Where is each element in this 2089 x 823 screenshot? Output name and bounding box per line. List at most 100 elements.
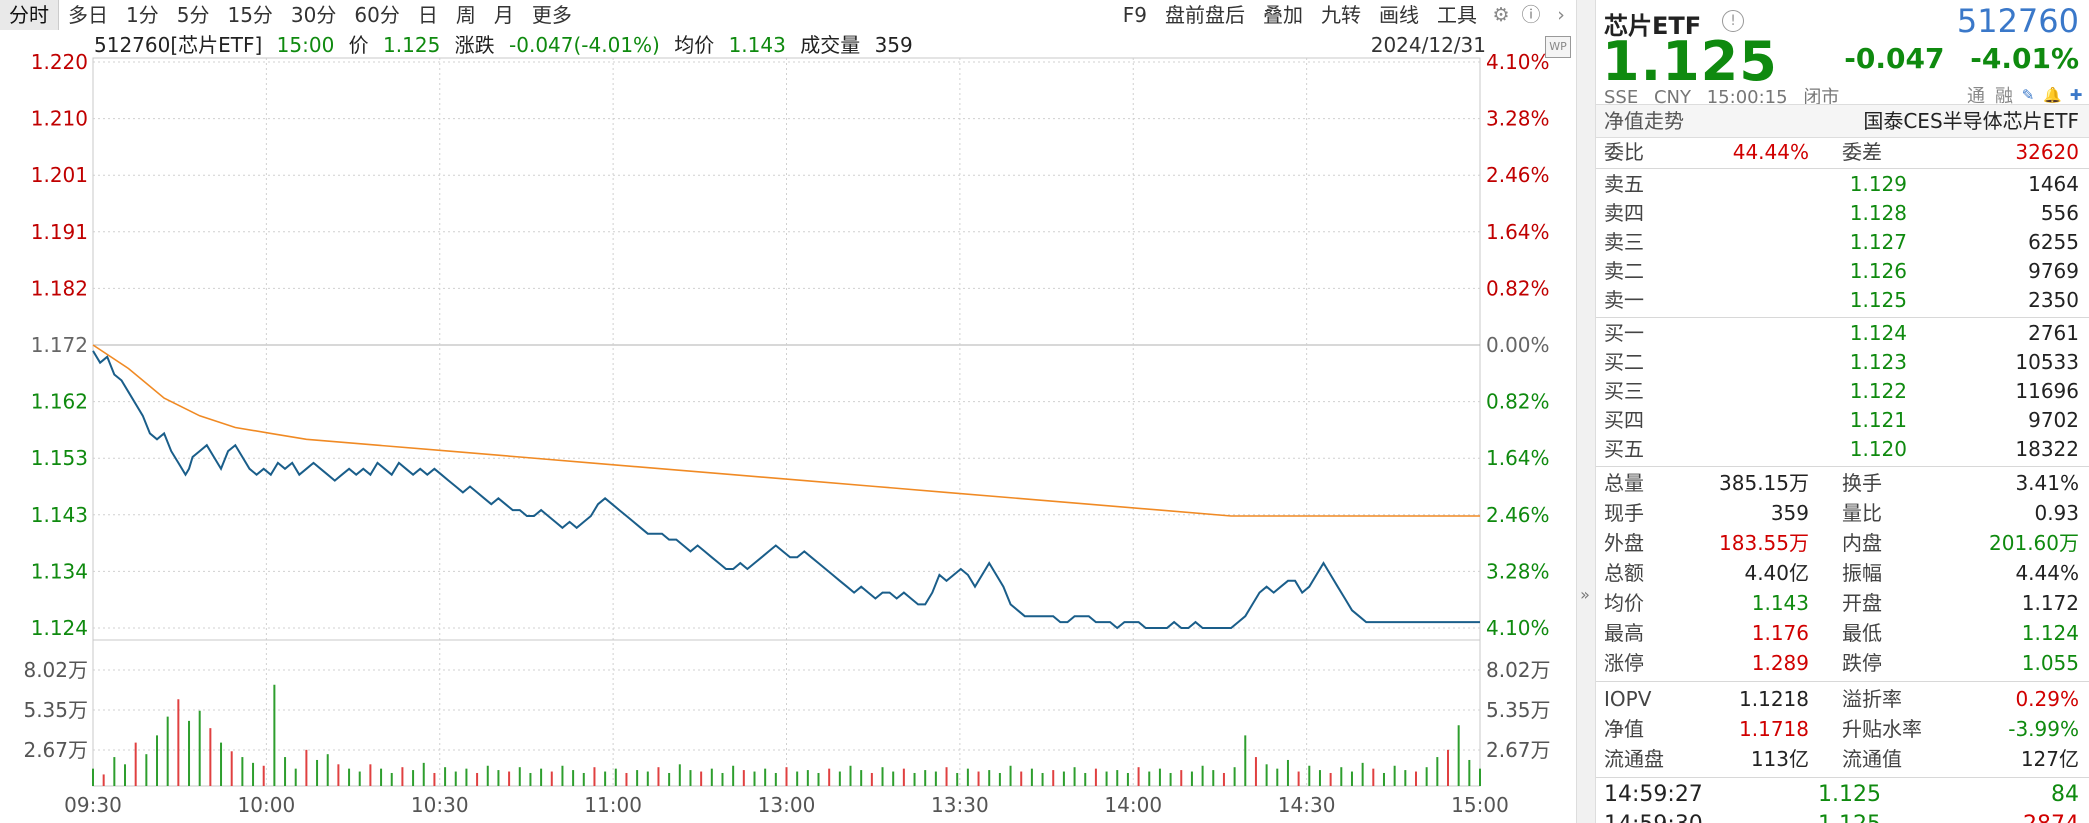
nine-turn-button[interactable]: 九转 xyxy=(1321,3,1361,27)
stock-code: 512760 xyxy=(1956,2,2079,40)
volume-axis-tick: 2.67万 xyxy=(23,738,88,762)
stat-row-4: 均价 1.143 开盘 1.172 xyxy=(1596,588,2089,618)
stat-value: 183.55万 xyxy=(1719,531,1809,555)
bid-level-2[interactable]: 买二 1.123 10533 xyxy=(1596,348,2089,378)
info-icon[interactable]: ! xyxy=(1722,10,1744,32)
book-volume: 9769 xyxy=(2028,259,2079,283)
book-label: 买四 xyxy=(1604,408,1644,432)
stat-label: 委比 xyxy=(1604,140,1644,164)
panel-divider[interactable] xyxy=(1576,0,1596,823)
book-label: 卖五 xyxy=(1604,172,1644,196)
left-axis-tick: 1.143 xyxy=(31,503,88,527)
left-axis-tick: 1.210 xyxy=(31,107,88,131)
book-volume: 6255 xyxy=(2028,230,2079,254)
stat-value: 44.44% xyxy=(1732,140,1809,164)
stat-label: 升贴水率 xyxy=(1842,717,1922,741)
settings-gear-icon[interactable]: ⚙ xyxy=(1492,4,1510,26)
period-tab-0[interactable]: 分时 xyxy=(0,0,59,30)
info-volume: 359 xyxy=(874,33,913,57)
bid-level-1[interactable]: 买一 1.124 2761 xyxy=(1596,319,2089,349)
price-change: -0.047 -4.01% xyxy=(1828,42,2079,75)
stat-value: 0.93 xyxy=(2034,501,2079,525)
add-watchlist-icon[interactable]: ✚ xyxy=(2069,86,2083,104)
period-toolbar: 分时 多日 1分 5分 15分 30分 60分日周月更多 F9 盘前盘后 叠加 九转 画线 … xyxy=(0,0,1576,30)
ask-level-3[interactable]: 卖三 1.127 6255 xyxy=(1596,228,2089,258)
period-tab-2[interactable]: 1分 xyxy=(126,3,159,27)
fund-stat-row-1: 净值 1.1718 升贴水率 -3.99% xyxy=(1596,714,2089,744)
stat-label: 振幅 xyxy=(1842,561,1882,585)
market-code: SSE xyxy=(1604,87,1639,108)
tools-button[interactable]: 工具 xyxy=(1437,3,1477,27)
collapse-chevron-icon[interactable]: » xyxy=(1580,585,1590,604)
market-status: SSE CNY 15:00:15 闭市 xyxy=(1604,83,1849,109)
stat-label: 溢折率 xyxy=(1842,687,1902,711)
draw-line-button[interactable]: 画线 xyxy=(1379,3,1419,27)
stat-value: 201.60万 xyxy=(1989,531,2079,555)
tick-volume: 2874 xyxy=(2023,810,2079,823)
info-price-label: 价 xyxy=(348,33,369,57)
stat-value: 1.289 xyxy=(1751,651,1809,675)
alert-bell-icon[interactable]: 🔔 xyxy=(2043,86,2062,104)
period-tab-10[interactable]: 更多 xyxy=(531,3,572,27)
bid-level-4[interactable]: 买四 1.121 9702 xyxy=(1596,406,2089,436)
stat-value: 1.172 xyxy=(2021,591,2079,615)
period-tab-8[interactable]: 周 xyxy=(455,3,476,27)
period-tab-9[interactable]: 月 xyxy=(493,3,514,27)
tick-price: 1.125 xyxy=(1818,810,1881,823)
quote-time: 15:00:15 xyxy=(1706,87,1788,108)
edit-icon[interactable]: ✎ xyxy=(2021,86,2035,104)
period-tab-5[interactable]: 30分 xyxy=(290,3,337,27)
book-label: 卖二 xyxy=(1604,259,1644,283)
order-ratio-row: 委比 44.44% 委差 32620 xyxy=(1596,138,2089,167)
ask-level-4[interactable]: 卖二 1.126 9769 xyxy=(1596,257,2089,287)
wp-icon[interactable]: WP xyxy=(1545,36,1571,58)
avg-price-line xyxy=(92,344,1480,517)
nav-trend-row[interactable]: 净值走势 国泰CES半导体芯片ETF xyxy=(1596,104,2089,138)
quote-tools: 通 融 ✎ 🔔 ✚ xyxy=(1957,82,2085,108)
tick-time: 14:59:30 xyxy=(1604,810,1703,823)
left-axis-tick: 1.124 xyxy=(31,616,88,640)
intraday-chart[interactable]: 1.220 4.10% 1.210 3.28% 1.201 2.46% 1.191 1.64%… xyxy=(0,0,1576,823)
period-tab-7[interactable]: 日 xyxy=(417,3,438,27)
info-price: 1.125 xyxy=(383,33,441,57)
stat-label: IOPV xyxy=(1604,687,1652,711)
bid-level-5[interactable]: 买五 1.120 18322 xyxy=(1596,435,2089,465)
right-axis-tick: 3.28% xyxy=(1486,559,1550,583)
help-icon[interactable]: ⓘ xyxy=(1521,4,1541,26)
right-axis-tick: 1.64% xyxy=(1486,446,1550,470)
chart-info-bar: 512760[芯片ETF] 15:00 价 1.125 涨跌 -0.047(-4… xyxy=(94,31,1494,59)
right-axis-tick: 1.64% xyxy=(1486,220,1550,244)
rong-button[interactable]: 融 xyxy=(1995,86,2013,107)
tick-time: 14:59:27 xyxy=(1604,782,1703,807)
book-volume: 18322 xyxy=(2015,437,2079,461)
volume-axis-tick-right: 2.67万 xyxy=(1486,738,1551,762)
divider-line xyxy=(1596,466,2089,467)
book-volume: 9702 xyxy=(2028,408,2079,432)
stat-value: 1.143 xyxy=(1751,591,1809,615)
f9-button[interactable]: F9 xyxy=(1122,3,1147,27)
period-tab-4[interactable]: 15分 xyxy=(227,3,273,27)
bid-level-3[interactable]: 买三 1.122 11696 xyxy=(1596,377,2089,407)
stat-label: 跌停 xyxy=(1842,651,1882,675)
fund-stat-row-0: IOPV 1.1218 溢折率 0.29% xyxy=(1596,684,2089,714)
chevron-right-icon[interactable]: › xyxy=(1557,4,1565,26)
period-tab-6[interactable]: 60分 xyxy=(354,3,400,27)
ask-level-1[interactable]: 卖五 1.129 1464 xyxy=(1596,170,2089,200)
info-change: -0.047(-4.01%) xyxy=(509,33,660,57)
stat-value: 359 xyxy=(1770,501,1809,525)
pre-post-market-button[interactable]: 盘前盘后 xyxy=(1165,3,1245,27)
stock-name: 芯片ETF xyxy=(1604,12,1702,40)
book-volume: 10533 xyxy=(2015,350,2079,374)
last-price: 1.125 xyxy=(1602,30,1778,93)
currency: CNY xyxy=(1653,87,1691,108)
period-tab-1[interactable]: 多日 xyxy=(68,3,108,27)
ask-level-2[interactable]: 卖四 1.128 556 xyxy=(1596,199,2089,229)
period-tab-3[interactable]: 5分 xyxy=(176,3,210,27)
ask-level-5[interactable]: 卖一 1.125 2350 xyxy=(1596,286,2089,316)
stat-row-0: 总量 385.15万 换手 3.41% xyxy=(1596,468,2089,498)
stat-label: 现手 xyxy=(1604,501,1644,525)
chart-tools: F9 盘前盘后 叠加 九转 画线 工具 ⚙ ⓘ › xyxy=(1114,0,1576,30)
tong-button[interactable]: 通 xyxy=(1967,86,1985,107)
x-axis-tick: 13:00 xyxy=(758,793,816,817)
overlay-button[interactable]: 叠加 xyxy=(1263,3,1303,27)
